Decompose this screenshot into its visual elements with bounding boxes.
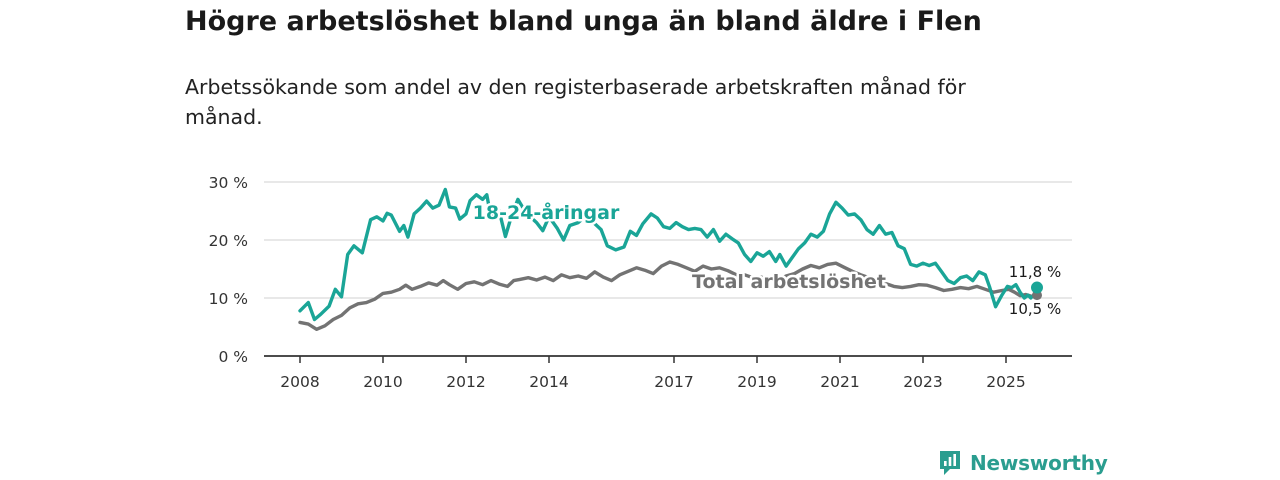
x-tick-label: 2025 [986, 373, 1025, 391]
y-tick-label: 10 % [209, 290, 248, 308]
y-tick-label: 0 % [218, 348, 248, 366]
series-label-total: Total arbetslöshet [692, 271, 886, 293]
end-label-total: 10,5 % [1009, 300, 1061, 318]
series-line-youth [298, 187, 1039, 322]
x-tick-label: 2008 [280, 373, 319, 391]
brand-logo: Newsworthy [938, 446, 1108, 480]
x-tick-label: 2017 [654, 373, 693, 391]
x-tick-label: 2012 [446, 373, 485, 391]
end-marker-youth [1031, 281, 1043, 294]
end-label-youth: 11,8 % [1009, 263, 1061, 281]
x-tick-label: 2023 [903, 373, 942, 391]
x-tick-label: 2010 [363, 373, 402, 391]
series-label-total-halo: Total arbetslöshet [692, 271, 886, 293]
page-title: Högre arbetslöshet bland unga än bland ä… [185, 6, 982, 37]
page-subtitle: Arbetssökande som andel av den registerb… [185, 75, 966, 129]
line-chart: 0 % 10 % 20 % 30 % 2008 2010 2012 2014 2017 2019 2… [209, 174, 1072, 391]
x-tick-label: 2014 [529, 373, 568, 391]
y-tick-label: 30 % [209, 174, 248, 192]
series-label-youth-halo: 18-24-åringar [473, 200, 620, 224]
newsworthy-logo-icon [940, 451, 960, 475]
x-tick-label: 2019 [737, 373, 776, 391]
y-tick-label: 20 % [209, 232, 248, 250]
series-label-youth: 18-24-åringar [473, 200, 620, 224]
grid-layer: 0 % 10 % 20 % 30 % 2008 2010 2012 2014 2017 2019 2… [209, 174, 1072, 391]
x-tick-label: 2021 [820, 373, 859, 391]
brand-name: Newsworthy [970, 451, 1108, 475]
series-layer [298, 187, 1043, 331]
series-line-total [298, 260, 1039, 331]
